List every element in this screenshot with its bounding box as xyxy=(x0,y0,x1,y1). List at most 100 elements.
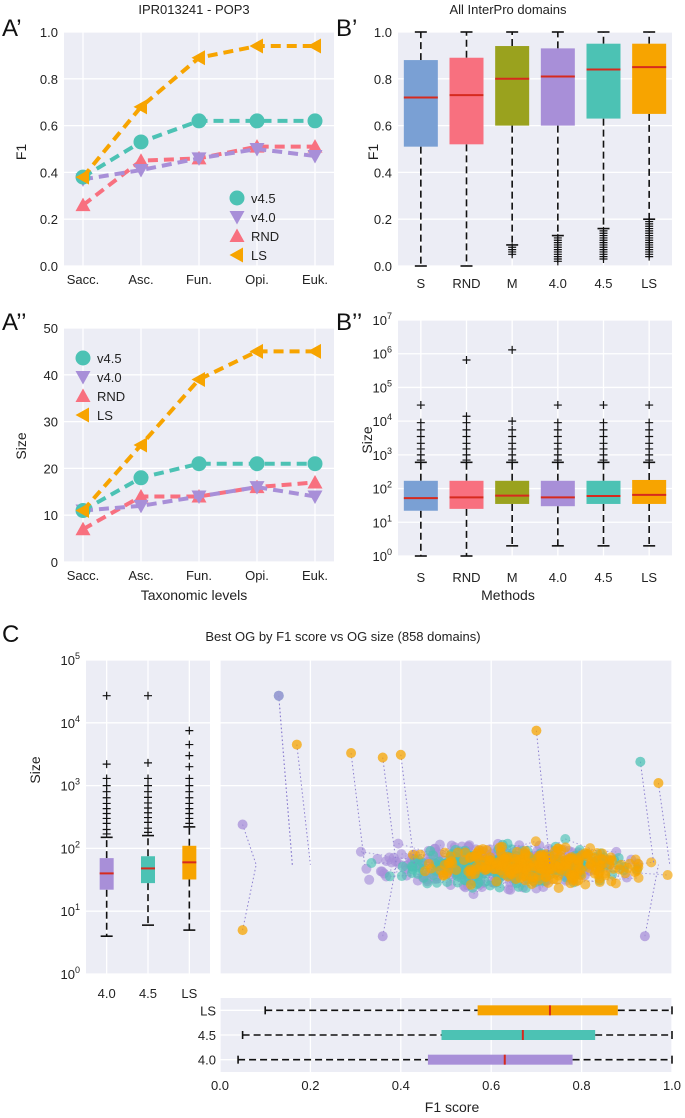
x-tick-label: 0.2 xyxy=(301,1078,319,1093)
y-tick-label: 103 xyxy=(61,777,80,794)
box-4.0 xyxy=(540,480,575,507)
scatter-point-4.0 xyxy=(386,857,397,868)
flier xyxy=(416,401,425,410)
x-tick-label: LS xyxy=(641,276,657,291)
connector-line xyxy=(644,864,659,937)
data-point-v4.5 xyxy=(249,113,265,129)
scatter-point-LS xyxy=(581,851,592,862)
box-4.5 xyxy=(586,43,621,119)
data-point-RND xyxy=(75,521,91,536)
xlabel-c: F1 score xyxy=(425,1099,480,1115)
scatter-point-LS xyxy=(547,864,558,875)
data-point-LS xyxy=(191,50,205,66)
box-M xyxy=(495,46,530,126)
y-tick-label: 0.2 xyxy=(40,212,58,227)
scatter-point-LS xyxy=(451,864,462,875)
scatter-point-LS xyxy=(551,874,562,885)
panel-label-b2: B’’ xyxy=(336,309,362,336)
y-tick-label: 106 xyxy=(373,345,392,362)
boxplot-b1: 0.0 0.2 0.4 0.6 0.8 1.0 S RND M 4.0 4.5 LS xyxy=(374,25,672,291)
box-LS xyxy=(632,479,667,504)
y-tick-label: 103 xyxy=(373,446,392,463)
scatter-point-LS xyxy=(395,749,406,760)
x-tick-label: M xyxy=(507,276,518,291)
scatter-point-4.0 xyxy=(393,838,404,849)
data-point-v4.0 xyxy=(133,499,149,514)
scatter-point-LS xyxy=(452,847,463,858)
scatter-point-LS xyxy=(530,836,541,847)
flier xyxy=(462,356,471,365)
y-tick-label: 30 xyxy=(44,415,58,430)
flier xyxy=(185,762,194,771)
box-M xyxy=(495,480,530,504)
y-tick-label: 1.0 xyxy=(374,25,392,40)
x-tick-label: Fun. xyxy=(186,568,212,583)
scatter-point-LS xyxy=(592,847,603,858)
y-tick-label: 0.8 xyxy=(374,72,392,87)
flier xyxy=(645,425,654,434)
flier xyxy=(599,439,608,448)
plot-background xyxy=(398,32,672,266)
data-point-v4.5 xyxy=(191,113,207,129)
scatter-point-LS xyxy=(291,739,302,750)
connector-line xyxy=(242,864,257,931)
box-4.0 xyxy=(540,48,575,126)
scatter-point-4.5 xyxy=(635,756,646,767)
x-tick-label: 0.6 xyxy=(482,1078,500,1093)
y-tick-label: 50 xyxy=(44,321,58,336)
scatter-point-LS xyxy=(605,852,616,863)
scatter-point-LS xyxy=(491,876,502,887)
scatter-point-4.0 xyxy=(377,931,388,942)
x-tick-label: Opi. xyxy=(245,568,269,583)
scatter-point-4.5 xyxy=(422,878,433,889)
flier xyxy=(599,425,608,434)
box-4.5 xyxy=(441,1030,596,1040)
flier xyxy=(185,781,194,790)
scatter-point-LS xyxy=(646,857,657,868)
scatter-point-LS xyxy=(377,752,388,763)
data-point-LS xyxy=(249,343,263,359)
panel-label-a2: A’’ xyxy=(2,309,26,336)
ylabel-b1: F1 xyxy=(365,144,381,161)
flier xyxy=(599,401,608,410)
flier xyxy=(416,425,425,434)
scatter-point-4.5 xyxy=(366,857,377,868)
box-RND xyxy=(449,480,484,509)
flier xyxy=(102,774,111,783)
panel-label-c: C xyxy=(2,621,19,648)
scatter-point-LS xyxy=(662,870,673,881)
flier xyxy=(553,425,562,434)
plot-background xyxy=(398,320,672,556)
box-S xyxy=(403,60,438,147)
ylabel-a1: F1 xyxy=(13,144,29,161)
y-tick-label: 0.0 xyxy=(40,259,58,274)
scatter-point-LS xyxy=(524,851,535,862)
flier xyxy=(508,345,517,354)
scatter-point-LS xyxy=(575,863,586,874)
x-tick-label: 0.0 xyxy=(211,1078,229,1093)
y-tick-label: 102 xyxy=(61,839,80,856)
scatter-point-4.5 xyxy=(406,861,417,872)
scatter-point-LS xyxy=(653,778,664,789)
data-point-v4.0 xyxy=(133,164,149,178)
ylabel-a2: Size xyxy=(13,432,29,459)
flier xyxy=(553,257,562,266)
scatter-point-LS xyxy=(465,879,476,890)
box-LS xyxy=(632,43,667,114)
flier xyxy=(645,401,654,410)
y-tick-label: 1.0 xyxy=(40,25,58,40)
x-tick-label: LS xyxy=(181,986,197,1001)
y-tick-label: 105 xyxy=(373,378,392,395)
scatter-point-4.5 xyxy=(396,871,407,882)
y-tick-label: 0.4 xyxy=(374,165,392,180)
scatter-point-LS xyxy=(545,853,556,864)
x-tick-label: 4.0 xyxy=(98,986,116,1001)
x-tick-label: S xyxy=(416,570,425,585)
data-point-v4.0 xyxy=(249,143,265,157)
line-chart-a1: 0.0 0.2 0.4 0.6 0.8 1.0 Sacc. Asc. Fun. Opi. Euk. v… xyxy=(40,25,334,287)
y-tick-label: 20 xyxy=(44,461,58,476)
scatter-point-LS xyxy=(553,882,564,893)
x-tick-label: S xyxy=(416,276,425,291)
boxplot-c-size: 100 101 102 103 104 105 4.0 4.5 LS xyxy=(61,651,210,1001)
scatter-point-LS xyxy=(471,861,482,872)
